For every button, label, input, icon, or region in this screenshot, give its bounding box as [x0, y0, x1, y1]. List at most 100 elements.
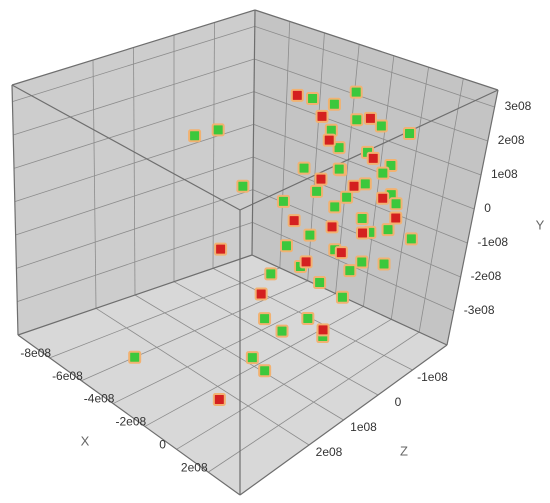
point	[214, 242, 228, 256]
point	[258, 364, 272, 378]
point	[350, 113, 364, 127]
point	[211, 123, 225, 137]
point	[279, 239, 293, 253]
point	[349, 85, 363, 99]
grid-line	[279, 21, 291, 268]
box-edge	[11, 9, 256, 86]
box-edges	[11, 9, 499, 496]
point	[404, 232, 418, 246]
point	[381, 223, 395, 237]
point	[306, 92, 320, 106]
grid-line	[253, 123, 475, 210]
point	[264, 267, 278, 281]
point	[322, 133, 336, 147]
point	[355, 255, 369, 269]
x-tick-label: -8e08	[20, 346, 51, 360]
grid-line	[134, 294, 344, 421]
point	[297, 161, 311, 175]
y-axis-title: Y	[536, 217, 545, 232]
point	[363, 111, 377, 125]
box-edge	[17, 254, 253, 336]
point	[316, 323, 330, 337]
grid-line	[253, 156, 468, 244]
y-tick-label: 1e08	[491, 167, 518, 181]
point	[314, 172, 328, 186]
point	[335, 290, 349, 304]
point	[334, 246, 348, 260]
point	[355, 212, 369, 226]
z-tick-label: 0	[395, 395, 402, 409]
point	[128, 350, 142, 364]
z-axis-title: Z	[400, 443, 408, 458]
y-tick-label: 0	[484, 201, 491, 215]
point	[276, 194, 290, 208]
point	[313, 275, 327, 289]
point	[327, 97, 341, 111]
point	[287, 214, 301, 228]
point	[366, 151, 380, 165]
point	[328, 200, 342, 214]
x-tick-label: -4e08	[84, 392, 115, 406]
walls	[12, 10, 498, 495]
point	[377, 257, 391, 271]
y-tick-label: -2e08	[471, 269, 502, 283]
point	[315, 109, 329, 123]
point	[303, 228, 317, 242]
y-tick-label: 2e08	[498, 133, 525, 147]
point	[374, 119, 388, 133]
grid-line	[95, 307, 310, 446]
box-edge	[11, 84, 241, 211]
point	[245, 351, 259, 365]
grid-line	[253, 91, 482, 176]
grid-line	[363, 55, 395, 307]
grid-line	[173, 281, 379, 396]
point	[236, 179, 250, 193]
points	[128, 85, 418, 406]
point	[290, 88, 304, 102]
point	[188, 129, 202, 143]
z-tick-label: 1e08	[350, 420, 377, 434]
grid-line	[254, 25, 495, 108]
box-edge	[446, 89, 499, 346]
point	[310, 184, 324, 198]
x-tick-label: 2e08	[181, 460, 208, 474]
point	[347, 179, 361, 193]
point	[325, 220, 339, 234]
point	[332, 162, 346, 176]
box-edge	[11, 84, 19, 336]
point	[376, 191, 390, 205]
point	[275, 324, 289, 338]
grid-line	[212, 22, 215, 269]
box-edge	[17, 334, 241, 496]
point	[389, 211, 403, 225]
grid-line	[254, 58, 488, 142]
grid-line	[133, 47, 136, 296]
x-tick-label: 0	[159, 437, 166, 451]
box-edge	[239, 344, 448, 496]
left-wall	[12, 10, 255, 335]
point	[254, 287, 268, 301]
grid-line	[92, 59, 97, 309]
point	[343, 264, 357, 278]
box-edge	[251, 254, 448, 346]
box-edge	[251, 9, 256, 256]
grid-line	[418, 78, 464, 333]
point	[258, 312, 272, 326]
y-tick-label: -1e08	[477, 235, 508, 249]
point	[358, 177, 372, 191]
x-tick-label: -6e08	[52, 369, 83, 383]
point	[301, 311, 315, 325]
box-edge	[254, 9, 499, 91]
point	[376, 166, 390, 180]
floor	[18, 255, 447, 495]
point	[389, 197, 403, 211]
grid-line	[390, 67, 429, 320]
point	[403, 126, 417, 140]
x-tick-label: -2e08	[116, 415, 147, 429]
y-tick-label: 3e08	[505, 99, 532, 113]
z-tick-label: -1e08	[417, 370, 448, 384]
point	[332, 141, 346, 155]
point	[212, 392, 226, 406]
